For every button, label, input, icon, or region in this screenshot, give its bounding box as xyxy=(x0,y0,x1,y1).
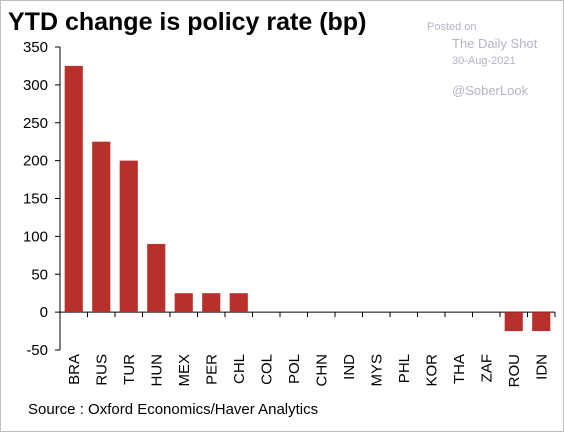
category-label: TUR xyxy=(121,354,138,385)
y-tick-label: 150 xyxy=(23,191,48,208)
y-tick-label: 200 xyxy=(23,153,48,170)
category-label: POL xyxy=(286,354,303,384)
y-tick-label: 250 xyxy=(23,115,48,132)
y-tick-label: 100 xyxy=(23,228,48,245)
category-label: RUS xyxy=(93,354,110,386)
bar-per xyxy=(202,293,221,313)
watermark-handle: @SoberLook xyxy=(452,83,529,98)
category-label: THA xyxy=(451,354,468,384)
watermark-date: 30-Aug-2021 xyxy=(452,55,516,67)
y-axis: 350 300 250 200 150 100 50 0 -50 xyxy=(23,39,61,359)
watermark-posted: Posted on xyxy=(427,21,477,33)
chart-title: YTD change is policy rate (bp) xyxy=(8,8,367,36)
bar-mex xyxy=(174,293,193,313)
category-label: KOR xyxy=(423,354,440,387)
category-label: CHL xyxy=(231,354,248,384)
y-tick-label: -50 xyxy=(26,342,48,359)
x-axis xyxy=(59,311,556,318)
y-tick-label: 300 xyxy=(23,77,48,94)
bar-rus xyxy=(92,141,111,313)
bar-tur xyxy=(119,160,138,313)
bar-hun xyxy=(147,243,166,313)
y-tick-label: 0 xyxy=(40,304,48,321)
category-label: MEX xyxy=(176,354,193,387)
category-label: BRA xyxy=(66,354,83,385)
category-label: HUN xyxy=(148,354,165,387)
chart-source: Source : Oxford Economics/Haver Analytic… xyxy=(28,401,319,418)
category-label: PHL xyxy=(396,354,413,383)
category-label: IND xyxy=(341,354,358,380)
category-label: PER xyxy=(203,354,220,385)
category-label: IDN xyxy=(533,354,550,380)
bar-bra xyxy=(64,65,83,313)
watermark-name: The Daily Shot xyxy=(452,36,538,51)
category-labels: BRA RUS TUR HUN MEX PER CHL COL POL CHN IND MYS PHL K… xyxy=(66,354,551,388)
y-tick-label: 350 xyxy=(23,39,48,56)
bars xyxy=(64,65,551,332)
category-label: MYS xyxy=(368,354,385,387)
category-label: ZAF xyxy=(478,354,495,382)
category-label: CHN xyxy=(313,354,330,387)
category-label: ROU xyxy=(506,354,523,387)
y-tick-label: 50 xyxy=(31,266,48,283)
bar-idn xyxy=(532,312,551,332)
bar-rou xyxy=(504,312,523,332)
bar-chl xyxy=(229,293,248,313)
category-label: COL xyxy=(258,354,275,385)
